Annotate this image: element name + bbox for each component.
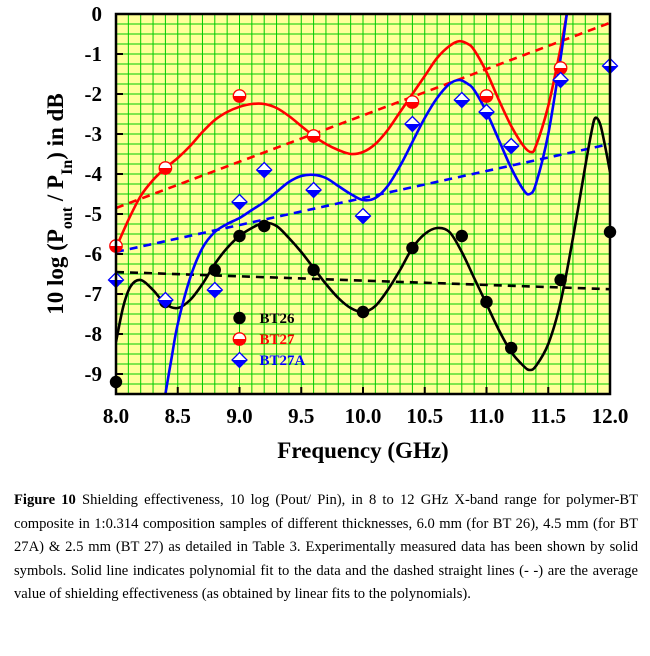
average-dashed-lines (116, 21, 610, 291)
marker-fill (307, 136, 320, 143)
bt26-data-point (455, 229, 468, 243)
bt26-data-point (307, 263, 320, 277)
polynomial-fit-lines (116, 14, 610, 394)
bt27a-average-line (116, 142, 610, 254)
legend-marker-bt27a (231, 351, 248, 369)
marker-fill (306, 190, 322, 198)
bt26-data-point (208, 263, 221, 277)
y-axis-ticks: 0 -1 -2 -3 -4 -5 -6 -7 -8 -9 (85, 2, 123, 386)
marker-fill (503, 146, 519, 154)
marker-fill (233, 339, 246, 346)
marker-fill (454, 100, 470, 108)
x-tick-label: 9.5 (288, 404, 314, 428)
y-tick-label: -7 (85, 282, 103, 306)
bt27a-data-point (305, 181, 323, 199)
bt26-data-point (233, 229, 246, 243)
bt26-average-line (116, 270, 610, 291)
grid-lines (115, 13, 611, 395)
data-markers (107, 57, 619, 389)
marker-fill (232, 360, 247, 368)
marker-fill (404, 124, 420, 132)
y-tick-label: -5 (85, 202, 103, 226)
y-tick-label: -6 (85, 242, 103, 266)
y-axis-title: 10 log (Pout / PIn) in dB (43, 93, 76, 314)
bt26-data-point (406, 241, 419, 255)
bt27a-data-point (502, 137, 520, 155)
x-tick-label: 8.0 (103, 404, 129, 428)
caption-label: Figure 10 (14, 492, 76, 508)
bt27a-data-point (453, 91, 471, 109)
bt27-data-point (306, 129, 321, 143)
y-tick-label: -2 (85, 82, 103, 106)
x-tick-label: 10.0 (345, 404, 382, 428)
bt26-data-point (554, 273, 567, 287)
bt27a-data-point (552, 71, 570, 89)
x-tick-label: 9.0 (226, 404, 252, 428)
y-tick-label: -8 (85, 322, 103, 346)
bt27-data-point (232, 89, 247, 103)
y-tick-label: -9 (85, 362, 103, 386)
legend-label-bt27a: BT27A (260, 353, 306, 369)
x-tick-label: 12.0 (592, 404, 629, 428)
marker-fill (554, 68, 567, 75)
marker-fill (480, 96, 493, 103)
marker-fill (233, 96, 246, 103)
bt26-data-point (258, 219, 271, 233)
y-tick-label: -1 (85, 42, 103, 66)
marker-fill (406, 102, 419, 109)
marker-fill (479, 112, 494, 120)
marker-fill (157, 300, 173, 308)
bt27a-data-point (354, 207, 372, 225)
bt27-data-point (479, 89, 494, 103)
bt26-data-point (356, 305, 370, 319)
legend: BT26 BT27 BT27A (231, 311, 306, 369)
legend-label-bt26: BT26 (260, 311, 296, 327)
bt27a-data-point (255, 161, 273, 179)
bt27-data-point (158, 161, 173, 175)
bt26-data-point (505, 341, 518, 355)
marker-fill (355, 216, 371, 224)
x-axis-title: Frequency (GHz) (277, 438, 448, 463)
x-tick-label: 10.5 (406, 404, 443, 428)
marker-fill (207, 290, 223, 298)
marker-fill (256, 170, 272, 178)
bt27-average-line (116, 21, 610, 210)
caption-text: Shielding effectiveness, 10 log (Pout/ P… (14, 492, 638, 603)
bt26-fit-line (116, 116, 610, 372)
figure-caption: Figure 10 Shielding effectiveness, 10 lo… (14, 489, 638, 607)
bt27-data-point (405, 95, 420, 109)
x-axis-ticks: 8.0 8.5 9.0 9.5 10.0 10.5 11.0 11.5 12.0 (103, 387, 629, 428)
x-tick-label: 11.5 (530, 404, 566, 428)
y-tick-label: -3 (85, 122, 103, 146)
y-tick-label: -4 (85, 162, 103, 186)
marker-fill (553, 80, 569, 88)
bt27a-data-point (403, 115, 421, 133)
legend-marker-bt26 (233, 311, 246, 325)
bt27a-data-point (231, 193, 248, 211)
x-tick-label: 11.0 (469, 404, 505, 428)
marker-fill (232, 202, 247, 210)
legend-marker-bt27 (232, 332, 247, 346)
legend-label-bt27: BT27 (260, 332, 296, 348)
bt27a-fit-line (164, 14, 569, 394)
bt27-fit-line (116, 14, 569, 249)
shielding-effectiveness-chart: 8.0 8.5 9.0 9.5 10.0 10.5 11.0 11.5 12.0 0 -1 -2 -3… (43, 2, 629, 463)
bt27a-data-point (206, 281, 224, 299)
x-tick-label: 8.5 (165, 404, 191, 428)
y-tick-label: 0 (92, 2, 103, 26)
bt27a-data-point (156, 291, 174, 309)
bt26-data-point (480, 295, 493, 309)
marker-fill (159, 168, 172, 175)
bt27a-data-point (478, 103, 495, 121)
